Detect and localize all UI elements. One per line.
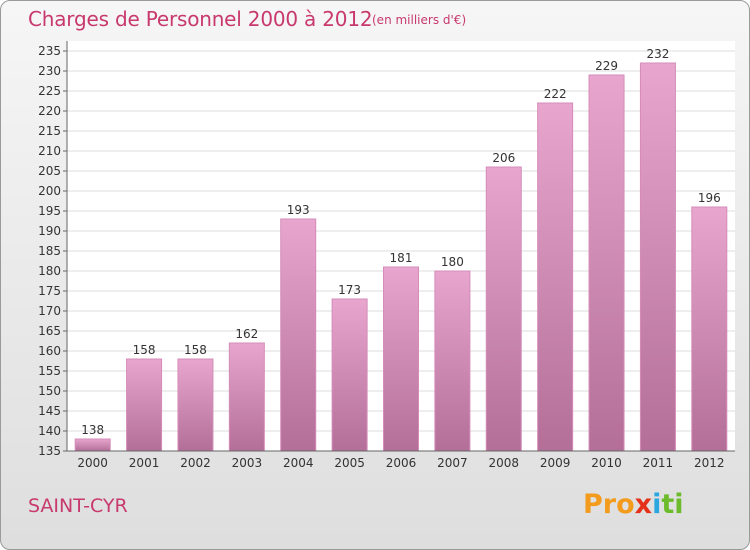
y-tick-label: 180: [38, 264, 61, 278]
bar-2006: [383, 266, 419, 452]
x-tick-label: 2008: [488, 456, 519, 470]
data-label: 193: [287, 203, 310, 217]
bar-2000: [74, 438, 111, 452]
x-tick-label: 2004: [283, 456, 314, 470]
data-label: 162: [235, 327, 258, 341]
y-tick-label: 195: [38, 204, 61, 218]
y-tick-label: 175: [38, 284, 61, 298]
y-tick-label: 160: [38, 344, 61, 358]
data-label: 158: [184, 343, 207, 357]
y-tick-label: 230: [38, 64, 61, 78]
commune-name: SAINT-CYR: [28, 495, 128, 517]
y-tick-label: 145: [38, 404, 61, 418]
y-tick-label: 200: [38, 184, 61, 198]
data-label: 138: [81, 423, 104, 437]
data-label: 229: [595, 59, 618, 73]
x-tick-label: 2002: [180, 456, 211, 470]
x-tick-label: 2005: [334, 456, 365, 470]
y-tick-label: 185: [38, 244, 61, 258]
x-tick-label: 2010: [591, 456, 622, 470]
y-tick-label: 135: [38, 444, 61, 458]
bar-2011: [639, 62, 676, 452]
bar-2009: [537, 102, 574, 452]
y-tick-label: 140: [38, 424, 61, 438]
data-label: 232: [646, 47, 669, 61]
data-label: 158: [133, 343, 156, 357]
bar-2002: [177, 358, 214, 452]
y-tick-label: 205: [38, 164, 61, 178]
proxiti-logo[interactable]: Proxiti: [583, 489, 684, 520]
chart-subtitle: (en milliers d'€): [372, 13, 467, 27]
logo-part-1: Pro: [583, 489, 635, 520]
y-tick-label: 225: [38, 84, 61, 98]
x-tick-label: 2012: [694, 456, 725, 470]
y-tick-label: 155: [38, 364, 61, 378]
data-label: 206: [492, 151, 515, 165]
y-tick-label: 165: [38, 324, 61, 338]
bar-2003: [228, 342, 265, 452]
y-tick-label: 220: [38, 104, 61, 118]
x-tick-label: 2006: [386, 456, 417, 470]
x-tick-label: 2001: [129, 456, 160, 470]
data-label: 181: [390, 251, 413, 265]
x-tick-label: 2003: [232, 456, 263, 470]
x-tick-label: 2011: [643, 456, 674, 470]
y-tick-label: 215: [38, 124, 61, 138]
bar-2007: [434, 270, 471, 452]
y-tick-label: 235: [38, 44, 61, 58]
data-label: 196: [698, 191, 721, 205]
logo-part-3: i: [652, 489, 662, 520]
bar-2010: [588, 74, 625, 452]
bar-2012: [691, 206, 728, 452]
y-tick-label: 190: [38, 224, 61, 238]
data-label: 222: [544, 87, 567, 101]
chart-title: Charges de Personnel 2000 à 2012: [28, 7, 373, 31]
y-tick-label: 150: [38, 384, 61, 398]
x-tick-label: 2009: [540, 456, 571, 470]
data-label: 180: [441, 255, 464, 269]
x-tick-label: 2000: [77, 456, 108, 470]
x-tick-label: 2007: [437, 456, 468, 470]
y-tick-label: 210: [38, 144, 61, 158]
logo-part-4: ti: [661, 489, 684, 520]
bar-2008: [485, 166, 522, 452]
bar-2001: [126, 358, 163, 452]
bar-2005: [331, 298, 368, 452]
y-tick-label: 170: [38, 304, 61, 318]
logo-part-2: x: [634, 489, 653, 520]
data-label: 173: [338, 283, 361, 297]
bar-2004: [280, 218, 317, 452]
